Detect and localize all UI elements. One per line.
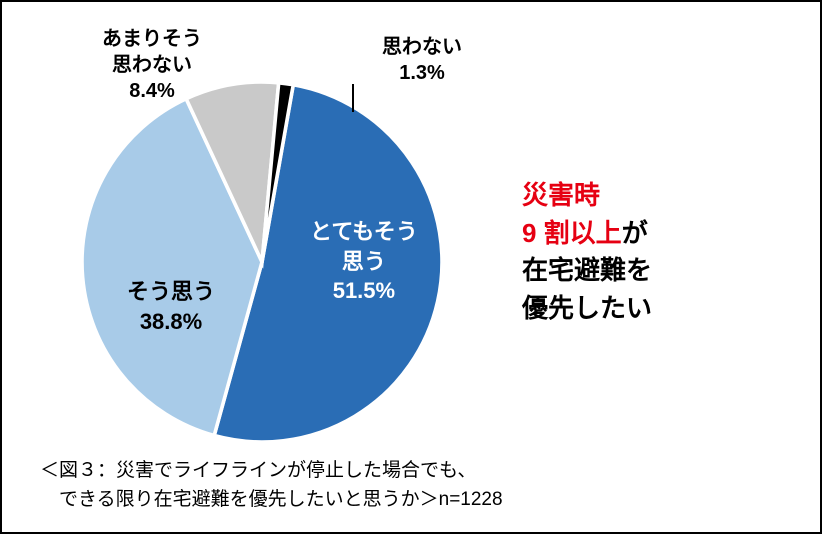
pie-canvas <box>82 82 442 442</box>
headline-part: が <box>622 218 648 248</box>
chart-frame: あまりそう 思わない 8.4% 思わない 1.3% とてもそう 思う 51.5%… <box>0 0 822 534</box>
label-disagree: 思わない 1.3% <box>382 34 462 86</box>
headline-part: 9 割以上 <box>522 218 622 248</box>
label-not-really: あまりそう 思わない 8.4% <box>102 26 202 104</box>
headline-part: 優先したい <box>522 293 652 323</box>
headline-part: 災害時 <box>522 180 600 210</box>
pie-chart: あまりそう 思わない 8.4% 思わない 1.3% とてもそう 思う 51.5%… <box>32 22 502 452</box>
headline-part: 在宅避難を <box>522 255 652 285</box>
headline-text: 災害時 9 割以上が在宅避難を優先したい <box>522 177 802 328</box>
figure-caption: ＜図３：災害でライフラインが停止した場合でも、 できる限り在宅避難を優先したいと… <box>40 457 503 514</box>
leader-disagree <box>352 84 354 112</box>
pie-svg <box>82 82 442 442</box>
